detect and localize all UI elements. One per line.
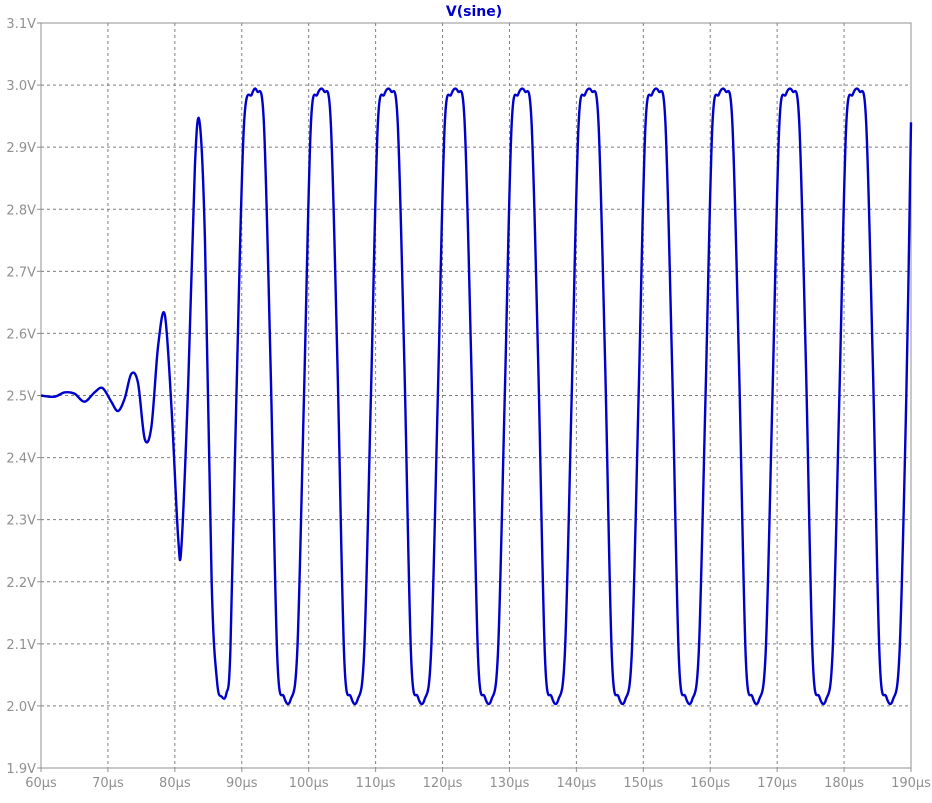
x-tick-label: 170µs xyxy=(757,776,797,791)
x-tick-label: 180µs xyxy=(824,776,864,791)
y-tick-label: 2.2V xyxy=(6,576,36,591)
y-tick-label: 2.3V xyxy=(6,514,36,529)
x-tick-label: 140µs xyxy=(556,776,596,791)
x-tick-label: 70µs xyxy=(92,776,124,791)
y-tick-label: 2.9V xyxy=(6,141,36,156)
y-tick-label: 3.1V xyxy=(6,17,36,32)
y-tick-label: 2.0V xyxy=(6,700,36,715)
x-tick-label: 90µs xyxy=(226,776,258,791)
x-tick-label: 100µs xyxy=(289,776,329,791)
y-tick-label: 2.5V xyxy=(6,390,36,405)
y-tick-label: 2.4V xyxy=(6,452,36,467)
trace-name-label[interactable]: V(sine) xyxy=(446,4,502,20)
y-tick-label: 2.7V xyxy=(6,265,36,280)
trace-line-v-sine[interactable] xyxy=(40,87,913,706)
x-tick-label: 60µs xyxy=(25,776,57,791)
x-tick-label: 110µs xyxy=(356,776,396,791)
y-tick-label: 2.6V xyxy=(6,327,36,342)
y-tick-label: 1.9V xyxy=(6,762,36,777)
x-tick-label: 160µs xyxy=(690,776,730,791)
trace-layer xyxy=(40,87,913,706)
y-tick-label: 3.0V xyxy=(6,79,36,94)
x-axis-ticks: 60µs 70µs 80µs 90µs 100µs 110µs 120µs 130µs 140µ… xyxy=(25,768,931,791)
x-tick-label: 130µs xyxy=(490,776,530,791)
x-tick-label: 80µs xyxy=(159,776,191,791)
x-tick-label: 120µs xyxy=(423,776,463,791)
y-tick-label: 2.8V xyxy=(6,203,36,218)
y-axis-ticks: 1.9V 2.0V 2.1V 2.2V 2.3V 2.4V 2.5V 2.6V 2.7V 2.8V… xyxy=(6,17,41,777)
x-tick-label: 150µs xyxy=(623,776,663,791)
y-tick-label: 2.1V xyxy=(6,638,36,653)
x-tick-label: 190µs xyxy=(891,776,931,791)
